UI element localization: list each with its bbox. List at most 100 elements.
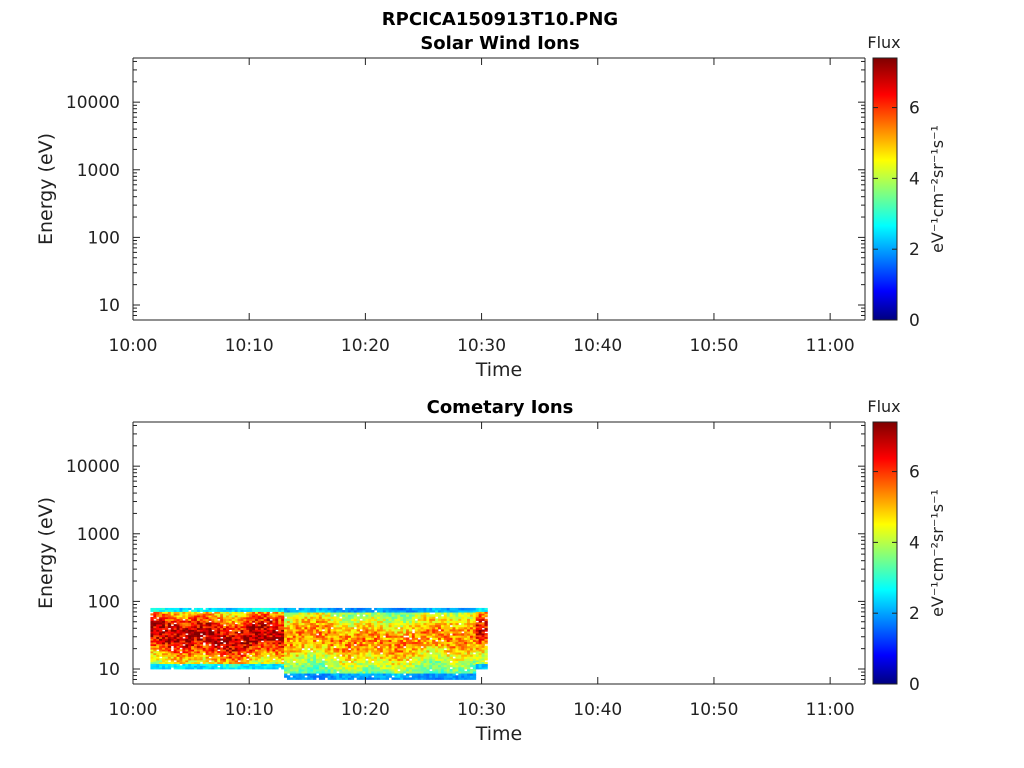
flux-cell [211,627,215,630]
flux-cell [426,658,430,661]
flux-cell [385,673,390,676]
flux-cell [225,620,230,623]
flux-cell [467,622,471,626]
flux-cell [243,642,247,645]
flux-cell [246,663,250,666]
flux-cell [385,650,390,653]
flux-cell [385,643,390,647]
flux-cell [475,616,480,620]
flux-cell [156,645,160,648]
flux-cell [426,612,430,615]
flux-cell [452,637,456,640]
flux-cell [243,663,247,666]
flux-cell [307,618,311,621]
flux-cell [272,645,276,648]
flux-cell [275,665,279,668]
flux-cell [440,650,445,653]
flux-cell [443,626,448,630]
flux-cell [368,645,372,649]
flux-cell [414,650,419,653]
flux-cell [408,647,413,651]
flux-cell [196,613,201,616]
flux-cell [164,631,169,634]
flux-cell [167,665,172,668]
flux-cell [397,633,401,636]
flux-cell [289,664,294,668]
flux-cell [449,622,453,626]
flux-cell [156,654,160,657]
flux-cell [472,612,477,615]
flux-cell [301,668,305,672]
flux-cell [266,613,270,616]
flux-cell [252,611,256,614]
flux-cell [185,625,189,629]
flux-cell [406,626,410,630]
flux-cell [220,611,224,614]
flux-cell [307,641,311,645]
flux-cell [289,610,294,613]
flux-cell [310,677,314,680]
flux-cell [188,622,192,625]
flux-cell [397,607,401,611]
flux-cell [246,631,250,634]
flux-cell [440,607,445,611]
flux-cell [310,628,314,632]
flux-cell [257,656,262,659]
flux-cell [333,677,337,680]
flux-cell [440,647,445,651]
flux-cell [342,614,346,617]
flux-cell [278,609,282,612]
flux-cell [455,610,459,613]
flux-cell [446,631,451,634]
flux-cell [484,627,488,630]
flux-cell [231,645,236,648]
flux-cell [385,656,390,659]
flux-cell [472,664,477,668]
flux-cell [472,666,477,670]
flux-cell [432,673,436,676]
flux-cell [455,607,459,611]
flux-cell [365,610,369,613]
flux-cell [350,650,355,653]
flux-cell [411,635,416,638]
flux-cell [316,671,320,674]
flux-cell [339,675,343,678]
flux-cell [400,641,404,645]
flux-cell [432,624,436,628]
flux-cell [211,658,215,661]
flux-cell [255,625,259,629]
x-axis-label: Time [475,359,523,381]
flux-cell [223,647,227,650]
flux-cell [191,665,195,668]
flux-cell [472,675,477,678]
flux-cell [350,620,355,624]
flux-cell [359,607,363,611]
flux-cell [420,671,424,674]
flux-cell [240,634,244,638]
flux-cell [382,614,387,617]
flux-cell [167,624,172,627]
flux-cell [382,668,387,672]
flux-cell [272,615,276,618]
flux-cell [217,629,221,632]
flux-cell [278,624,282,627]
flux-cell [394,616,398,619]
flux-cell [182,611,186,614]
flux-cell [467,671,471,674]
flux-cell [234,640,238,643]
flux-cell [426,652,430,655]
flux-cell [339,671,343,674]
flux-cell [342,656,346,659]
flux-cell [403,607,407,611]
flux-cell [167,625,172,629]
flux-cell [371,671,375,674]
flux-cell [310,622,314,626]
flux-cell [194,649,198,652]
flux-cell [170,665,175,668]
flux-cell [359,624,363,628]
flux-cell [167,638,172,641]
flux-cell [333,628,337,632]
flux-cell [292,622,297,626]
flux-cell [411,614,416,617]
flux-cell [243,656,247,659]
